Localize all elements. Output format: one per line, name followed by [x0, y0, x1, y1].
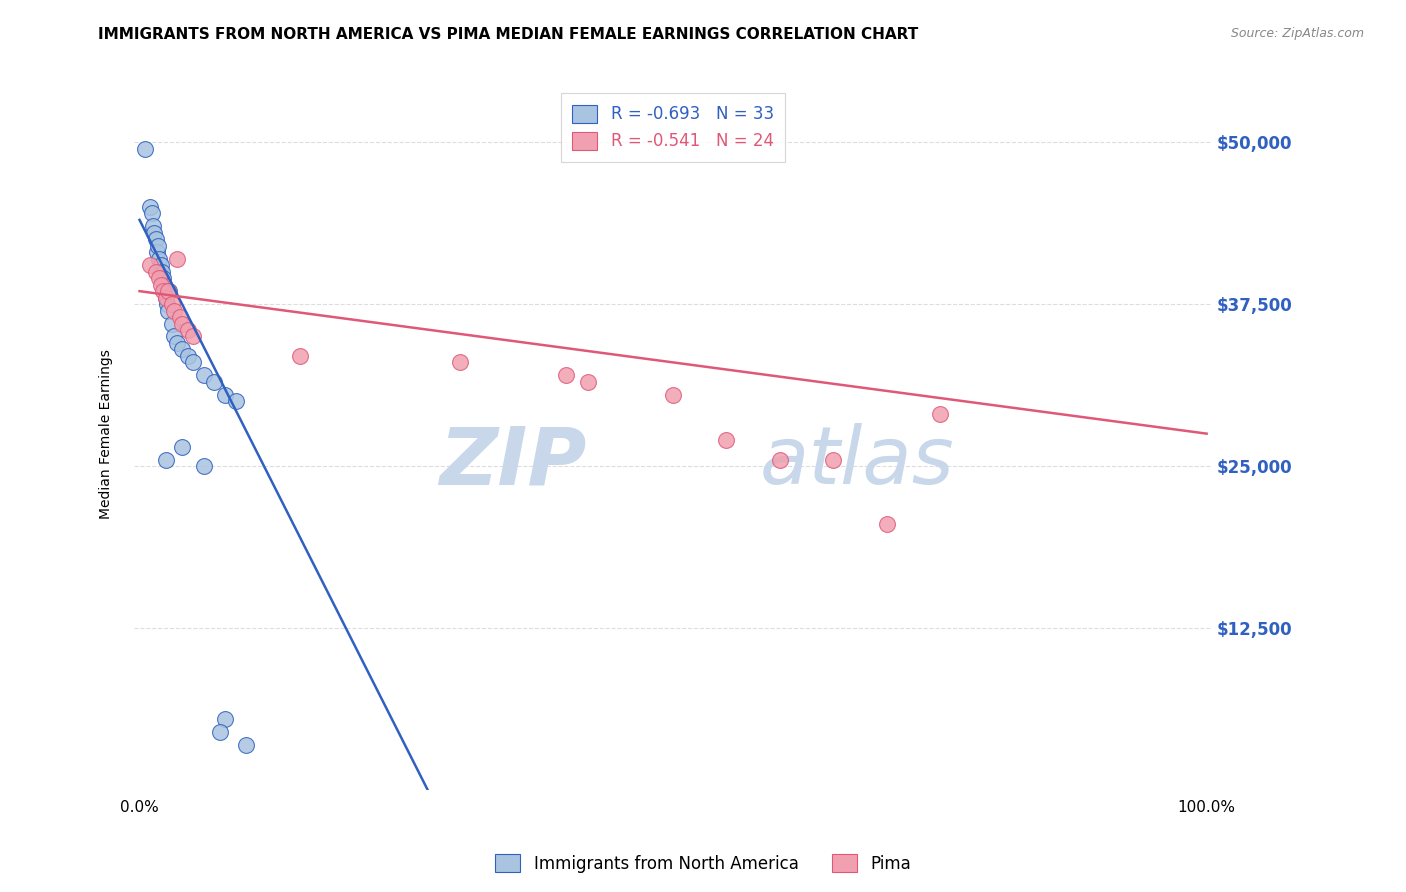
Point: [143, 226, 166, 240]
Point: [145, 245, 167, 260]
Legend: Immigrants from North America, Pima: Immigrants from North America, Pima: [488, 847, 918, 880]
Point: [141, 206, 163, 220]
Point: [181, 355, 204, 369]
Legend: R = -0.693   N = 33, R = -0.541   N = 24: R = -0.693 N = 33, R = -0.541 N = 24: [561, 93, 786, 161]
Point: [149, 277, 172, 292]
Point: [160, 297, 183, 311]
Point: [172, 343, 194, 357]
Point: [214, 712, 236, 726]
Point: [172, 440, 194, 454]
Point: [150, 265, 173, 279]
Point: [155, 452, 177, 467]
Point: [160, 317, 183, 331]
Point: [155, 291, 177, 305]
Point: [225, 394, 247, 409]
Point: [139, 258, 162, 272]
Point: [163, 329, 186, 343]
Point: [169, 310, 191, 324]
Point: [149, 258, 172, 272]
Point: [152, 284, 174, 298]
Point: [876, 517, 898, 532]
Point: [156, 297, 179, 311]
Point: [148, 252, 170, 266]
Point: [288, 349, 311, 363]
Point: [146, 239, 169, 253]
Text: atlas: atlas: [759, 423, 955, 501]
Point: [202, 375, 225, 389]
Point: [139, 200, 162, 214]
Point: [148, 271, 170, 285]
Y-axis label: Median Female Earnings: Median Female Earnings: [100, 349, 114, 518]
Point: [181, 329, 204, 343]
Point: [152, 271, 174, 285]
Point: [157, 284, 180, 298]
Point: [193, 368, 215, 383]
Point: [155, 291, 177, 305]
Point: [235, 738, 257, 752]
Point: [176, 323, 198, 337]
Point: [145, 232, 167, 246]
Point: [214, 388, 236, 402]
Point: [555, 368, 578, 383]
Text: Source: ZipAtlas.com: Source: ZipAtlas.com: [1230, 27, 1364, 40]
Point: [166, 335, 188, 350]
Point: [208, 724, 231, 739]
Point: [157, 303, 180, 318]
Point: [449, 355, 471, 369]
Point: [576, 375, 599, 389]
Point: [823, 452, 845, 467]
Point: [176, 349, 198, 363]
Point: [134, 142, 156, 156]
Text: ZIP: ZIP: [440, 423, 586, 501]
Point: [145, 265, 167, 279]
Point: [166, 252, 188, 266]
Point: [153, 277, 176, 292]
Point: [172, 317, 194, 331]
Point: [157, 284, 180, 298]
Text: IMMIGRANTS FROM NORTH AMERICA VS PIMA MEDIAN FEMALE EARNINGS CORRELATION CHART: IMMIGRANTS FROM NORTH AMERICA VS PIMA ME…: [98, 27, 918, 42]
Point: [928, 407, 950, 421]
Point: [193, 458, 215, 473]
Point: [662, 388, 685, 402]
Point: [163, 303, 186, 318]
Point: [769, 452, 792, 467]
Point: [716, 433, 738, 447]
Point: [142, 219, 165, 234]
